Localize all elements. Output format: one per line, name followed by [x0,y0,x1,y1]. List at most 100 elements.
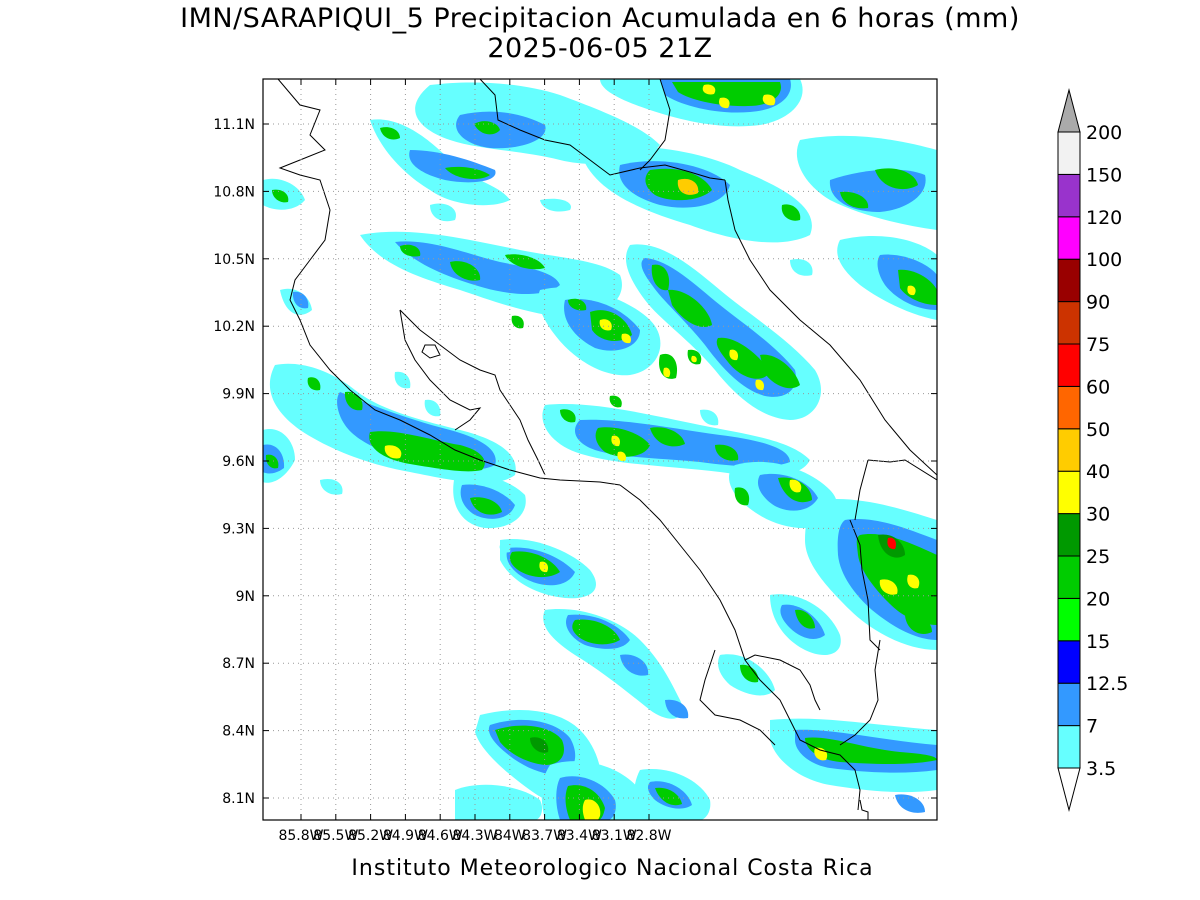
precip-area [718,97,730,109]
precip-area [760,354,800,389]
precip-area [755,379,765,391]
precip-area [856,534,937,625]
precip-area [805,737,937,764]
precip-area [470,497,502,515]
colorbar-label: 90 [1086,292,1110,314]
plot-frame [262,78,938,821]
precip-area [875,168,918,190]
y-axis: 11.1N 10.8N 10.5N 10.2N 9.9N 9.6N 9.3N 9N 8.7N 8.… [213,117,937,807]
x-tick-label: 85.5W [313,828,358,844]
x-tick-label: 84.6W [418,828,463,844]
precip-area [582,799,601,820]
border [479,79,726,181]
colorbar-swatch [1057,428,1081,472]
x-tick-label: 85.8W [278,828,323,844]
precip-area [895,794,925,813]
precip-area [663,367,671,378]
y-tick-label: 9.3N [222,521,255,537]
coastline [277,79,621,486]
precip-area [702,84,716,95]
coastline [399,309,546,476]
coastline [867,459,937,481]
precip-area [539,561,549,573]
colorbar-label: 30 [1086,504,1110,526]
x-tick-label: 84.9W [383,828,428,844]
precip-area [424,399,441,417]
precip-area [380,127,400,140]
coastline [421,344,441,359]
precip-area [716,337,770,379]
colorbar-under-arrow [1057,767,1081,812]
x-tick-label: 84.3W [452,828,497,844]
precip-area [740,664,759,683]
colorbar-swatch [1057,725,1081,769]
colorbar-label: 25 [1086,546,1110,568]
precip-area [540,198,571,212]
precip-area [595,427,650,457]
y-tick-label: 10.5N [213,252,255,268]
coastline [639,79,671,171]
colorbar-label: 75 [1086,334,1110,356]
y-tick-label: 9N [236,589,255,605]
precip-area [691,355,697,363]
colorbar-swatch [1057,470,1081,515]
precip-area [620,654,649,676]
colorbar-swatch [1057,343,1081,387]
precip-area [665,699,689,719]
precip-area [568,298,587,311]
y-tick-label: 8.4N [222,724,255,740]
colorbar-label: 12.5 [1086,673,1128,695]
precip-area [907,574,920,589]
colorbar-swatch [1057,216,1081,260]
y-tick-label: 10.2N [213,319,255,335]
precip-area [456,111,546,149]
x-tick-label: 82.8W [626,828,671,844]
precip-area [307,377,321,391]
precip-area [621,333,632,344]
precip-area [672,82,781,107]
precip-area [905,614,932,635]
precip-area [729,349,739,361]
precip-area [611,435,621,447]
x-tick-label: 83.1W [592,828,637,844]
precip-area [511,315,524,329]
precip-area [495,725,565,765]
map-subtitle: 2025-06-05 21Z [487,33,713,64]
coastline [854,459,869,521]
precip-area [265,454,279,469]
precip-area [609,395,622,408]
colorbar-label: 40 [1086,461,1110,483]
y-tick-label: 9.9N [222,387,255,403]
colorbar-label: 50 [1086,419,1110,441]
coastline [744,654,821,711]
colorbar-label: 150 [1086,164,1122,186]
precip-area [430,203,456,222]
precip-area [499,542,511,553]
footer-credit: Instituto Meteorologico Nacional Costa R… [351,856,874,881]
precip-area [320,478,343,495]
colorbar-swatch [1057,131,1081,175]
coastline [619,484,861,811]
precip-area [677,178,699,195]
precip-area [400,244,421,257]
precip-area [789,479,802,493]
coastline [699,649,776,746]
colorbar-swatch [1057,301,1081,345]
x-tick-label: 83.4W [557,828,602,844]
colorbar-swatch [1057,513,1081,557]
x-tick-label: 84W [494,828,526,844]
precip-area [650,427,685,447]
precip-area [617,451,627,462]
colorbar-label: 7 [1086,716,1098,738]
y-tick-label: 9.6N [222,454,255,470]
precip-area [781,204,801,221]
precip-area [790,258,813,276]
precip-area [651,264,670,291]
precip-area [599,319,612,331]
precip-area [655,787,682,806]
x-tick-label: 83.7W [522,828,567,844]
map-title: IMN/SARAPIQUI_5 Precipitacion Acumulada … [180,3,1020,34]
x-tick-label: 85.2W [348,828,393,844]
precip-area [887,537,897,550]
precip-area [445,166,490,180]
